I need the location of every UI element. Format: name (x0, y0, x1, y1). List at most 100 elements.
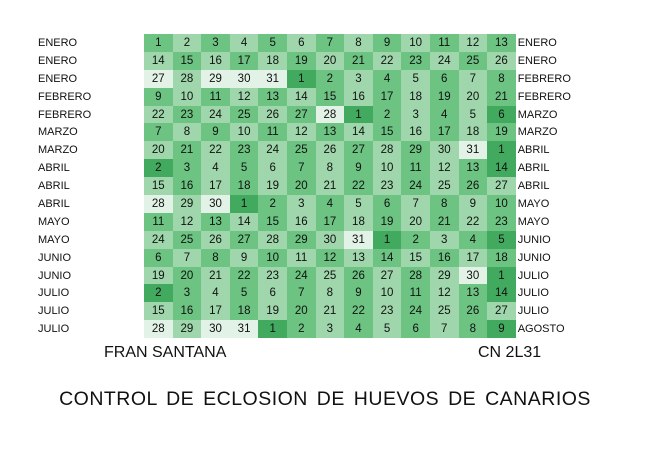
day-cell: 11 (286, 248, 316, 267)
day-cell: 15 (258, 212, 287, 231)
day-cell: 8 (458, 320, 488, 339)
day-cell: 2 (372, 105, 402, 124)
month-label-left: JUNIO (38, 251, 71, 264)
day-cell: 10 (487, 195, 516, 213)
day-cell: 19 (487, 123, 516, 142)
day-cell: 5 (258, 34, 287, 52)
day-cell: 8 (429, 195, 459, 213)
day-cell: 5 (401, 69, 430, 88)
day-cell: 12 (172, 212, 202, 231)
month-label-left: MARZO (38, 144, 78, 157)
day-cell: 21 (344, 51, 373, 70)
day-cell: 21 (201, 266, 230, 285)
day-cell: 7 (429, 320, 459, 339)
day-cell: 25 (172, 230, 202, 249)
day-cell: 21 (315, 302, 345, 321)
day-cell: 20 (286, 177, 316, 196)
day-cell: 13 (258, 87, 287, 106)
day-cell: 23 (372, 302, 402, 321)
day-cell: 26 (315, 141, 345, 160)
day-cell: 22 (144, 105, 173, 124)
day-cell: 17 (201, 302, 230, 321)
day-cell: 15 (172, 51, 202, 70)
day-cell: 31 (258, 69, 287, 88)
day-cell: 19 (372, 212, 402, 231)
day-cell: 4 (344, 320, 373, 339)
month-label-right: MARZO (517, 126, 558, 139)
day-cell: 29 (286, 230, 316, 249)
day-cell: 9 (229, 248, 259, 267)
day-cell: 3 (429, 230, 459, 249)
day-cell: 13 (344, 248, 373, 267)
day-cell: 2 (286, 320, 316, 339)
day-cell: 9 (144, 87, 173, 106)
day-cell: 10 (229, 123, 259, 142)
day-cell: 18 (258, 51, 287, 70)
day-cell: 3 (344, 69, 373, 88)
day-cell: 29 (172, 320, 202, 339)
day-cell: 27 (487, 177, 516, 196)
day-cell: 29 (201, 69, 230, 88)
day-cell: 18 (487, 248, 516, 267)
day-cell: 26 (344, 266, 373, 285)
day-cell: 14 (144, 51, 173, 70)
month-label-left: ABRIL (38, 162, 70, 175)
day-cell: 14 (487, 284, 516, 303)
day-cell: 23 (229, 141, 259, 160)
day-cell: 11 (144, 212, 173, 231)
day-cell: 3 (286, 195, 316, 213)
day-cell: 20 (286, 302, 316, 321)
day-cell: 14 (372, 248, 402, 267)
day-cell: 17 (201, 177, 230, 196)
month-label-left: MARZO (38, 126, 78, 139)
day-cell: 4 (201, 159, 230, 178)
month-label-right: JULIO (517, 287, 549, 300)
day-cell: 28 (258, 230, 287, 249)
day-cell: 11 (401, 284, 430, 303)
day-cell: 24 (144, 230, 173, 249)
day-cell: 7 (315, 34, 345, 52)
day-cell: 14 (487, 159, 516, 178)
month-label-right: AGOSTO (517, 323, 565, 336)
day-cell: 12 (315, 248, 345, 267)
day-cell: 17 (458, 248, 488, 267)
day-cell: 30 (201, 320, 230, 339)
day-cell: 25 (429, 177, 459, 196)
day-cell: 5 (458, 105, 488, 124)
day-cell: 9 (487, 320, 516, 339)
day-cell: 14 (286, 87, 316, 106)
day-cell: 3 (315, 320, 345, 339)
day-cell: 11 (429, 34, 459, 52)
day-cell: 21 (487, 87, 516, 106)
day-cell: 15 (401, 248, 430, 267)
day-cell: 21 (429, 212, 459, 231)
day-cell: 27 (144, 69, 173, 88)
month-label-left: MAYO (38, 233, 70, 246)
day-cell: 23 (401, 51, 430, 70)
day-cell: 31 (458, 141, 488, 160)
day-cell: 2 (258, 195, 287, 213)
month-label-right: MAYO (517, 215, 550, 228)
day-cell: 2 (172, 34, 202, 52)
day-cell: 16 (172, 177, 202, 196)
day-cell: 4 (458, 230, 488, 249)
day-cell: 27 (487, 302, 516, 321)
day-cell: 6 (487, 105, 516, 124)
day-cell: 28 (401, 266, 430, 285)
day-cell: 13 (487, 34, 516, 52)
month-label-right: MARZO (517, 108, 558, 121)
day-cell: 30 (315, 230, 345, 249)
day-cell: 19 (144, 266, 173, 285)
day-cell: 23 (372, 177, 402, 196)
day-cell: 5 (372, 320, 402, 339)
day-cell: 9 (372, 34, 402, 52)
day-cell: 29 (429, 266, 459, 285)
day-cell: 17 (372, 87, 402, 106)
day-cell: 9 (344, 284, 373, 303)
month-label-left: MAYO (38, 215, 70, 228)
day-cell: 8 (172, 123, 202, 142)
day-cell: 17 (429, 123, 459, 142)
day-cell: 14 (344, 123, 373, 142)
day-cell: 24 (401, 302, 430, 321)
month-label-left: JULIO (38, 323, 70, 336)
